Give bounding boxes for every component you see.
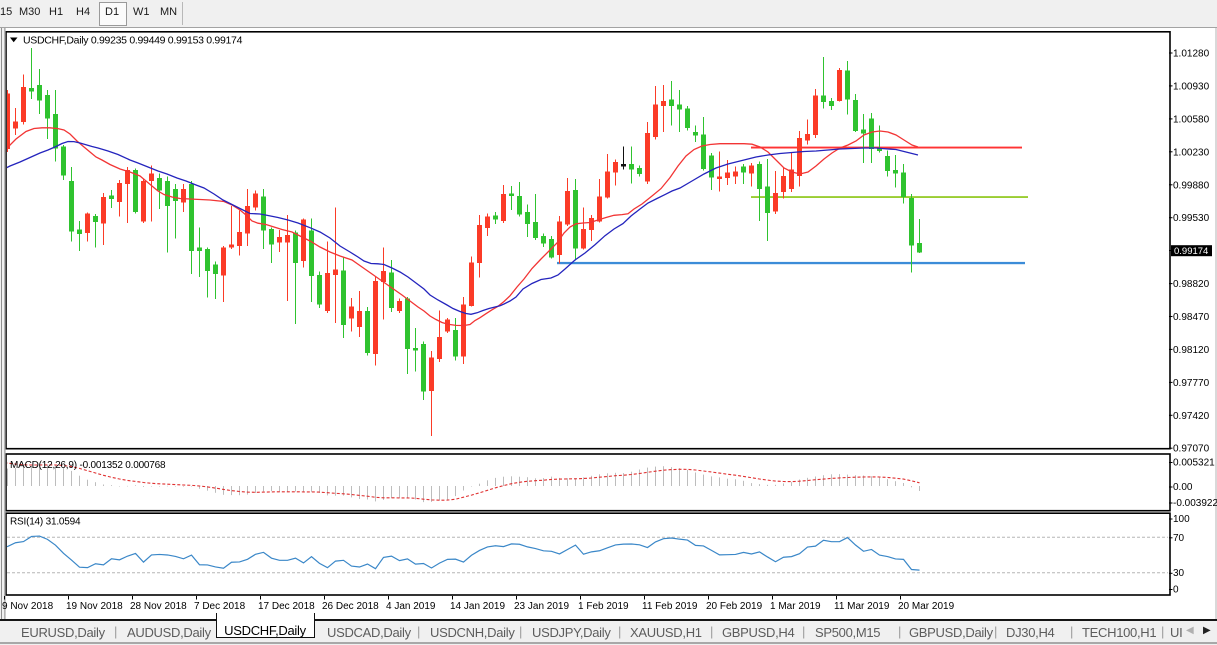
svg-text:1.00230: 1.00230 [1173,147,1210,158]
svg-text:RSI(14) 31.0594: RSI(14) 31.0594 [10,517,81,528]
svg-text:20 Feb 2019: 20 Feb 2019 [706,601,763,612]
svg-text:0.97770: 0.97770 [1173,378,1210,389]
svg-text:0: 0 [1173,585,1179,596]
svg-text:4 Jan 2019: 4 Jan 2019 [386,601,436,612]
svg-text:MACD(12,26,9) -0.001352 0.0007: MACD(12,26,9) -0.001352 0.000768 [10,460,166,471]
svg-text:17 Dec 2018: 17 Dec 2018 [258,601,315,612]
svg-text:-0.003922: -0.003922 [1173,498,1217,509]
svg-text:1.00580: 1.00580 [1173,114,1210,125]
svg-text:1 Mar 2019: 1 Mar 2019 [770,601,821,612]
svg-text:28 Nov 2018: 28 Nov 2018 [130,601,187,612]
svg-text:20 Mar 2019: 20 Mar 2019 [898,601,955,612]
svg-text:0.99880: 0.99880 [1173,180,1210,191]
svg-text:0.98120: 0.98120 [1173,345,1210,356]
svg-text:11 Feb 2019: 11 Feb 2019 [642,601,698,612]
svg-text:7 Dec 2018: 7 Dec 2018 [194,601,246,612]
svg-text:USDCHF,Daily 0.99235 0.99449: USDCHF,Daily 0.99235 0.99449 0.99153 0.9… [23,35,243,47]
svg-text:0.97070: 0.97070 [1173,444,1210,455]
svg-text:1.01280: 1.01280 [1173,49,1210,60]
svg-text:19 Nov 2018: 19 Nov 2018 [66,601,123,612]
svg-text:0.98820: 0.98820 [1173,279,1210,290]
svg-text:23 Jan 2019: 23 Jan 2019 [514,601,569,612]
svg-text:0.005321: 0.005321 [1173,458,1215,469]
svg-text:70: 70 [1173,533,1185,544]
svg-text:0.00: 0.00 [1173,482,1193,493]
svg-text:100: 100 [1173,514,1190,525]
svg-text:1 Feb 2019: 1 Feb 2019 [578,601,629,612]
svg-text:0.99530: 0.99530 [1173,213,1210,224]
svg-text:11 Mar 2019: 11 Mar 2019 [834,601,890,612]
svg-text:0.97420: 0.97420 [1173,411,1210,422]
svg-text:26 Dec 2018: 26 Dec 2018 [322,601,379,612]
svg-text:30: 30 [1173,568,1185,579]
svg-text:0.98470: 0.98470 [1173,312,1210,323]
svg-text:1.00930: 1.00930 [1173,81,1210,92]
svg-text:9 Nov 2018: 9 Nov 2018 [2,601,54,612]
svg-text:0.99174: 0.99174 [1174,246,1208,257]
svg-text:14 Jan 2019: 14 Jan 2019 [450,601,505,612]
